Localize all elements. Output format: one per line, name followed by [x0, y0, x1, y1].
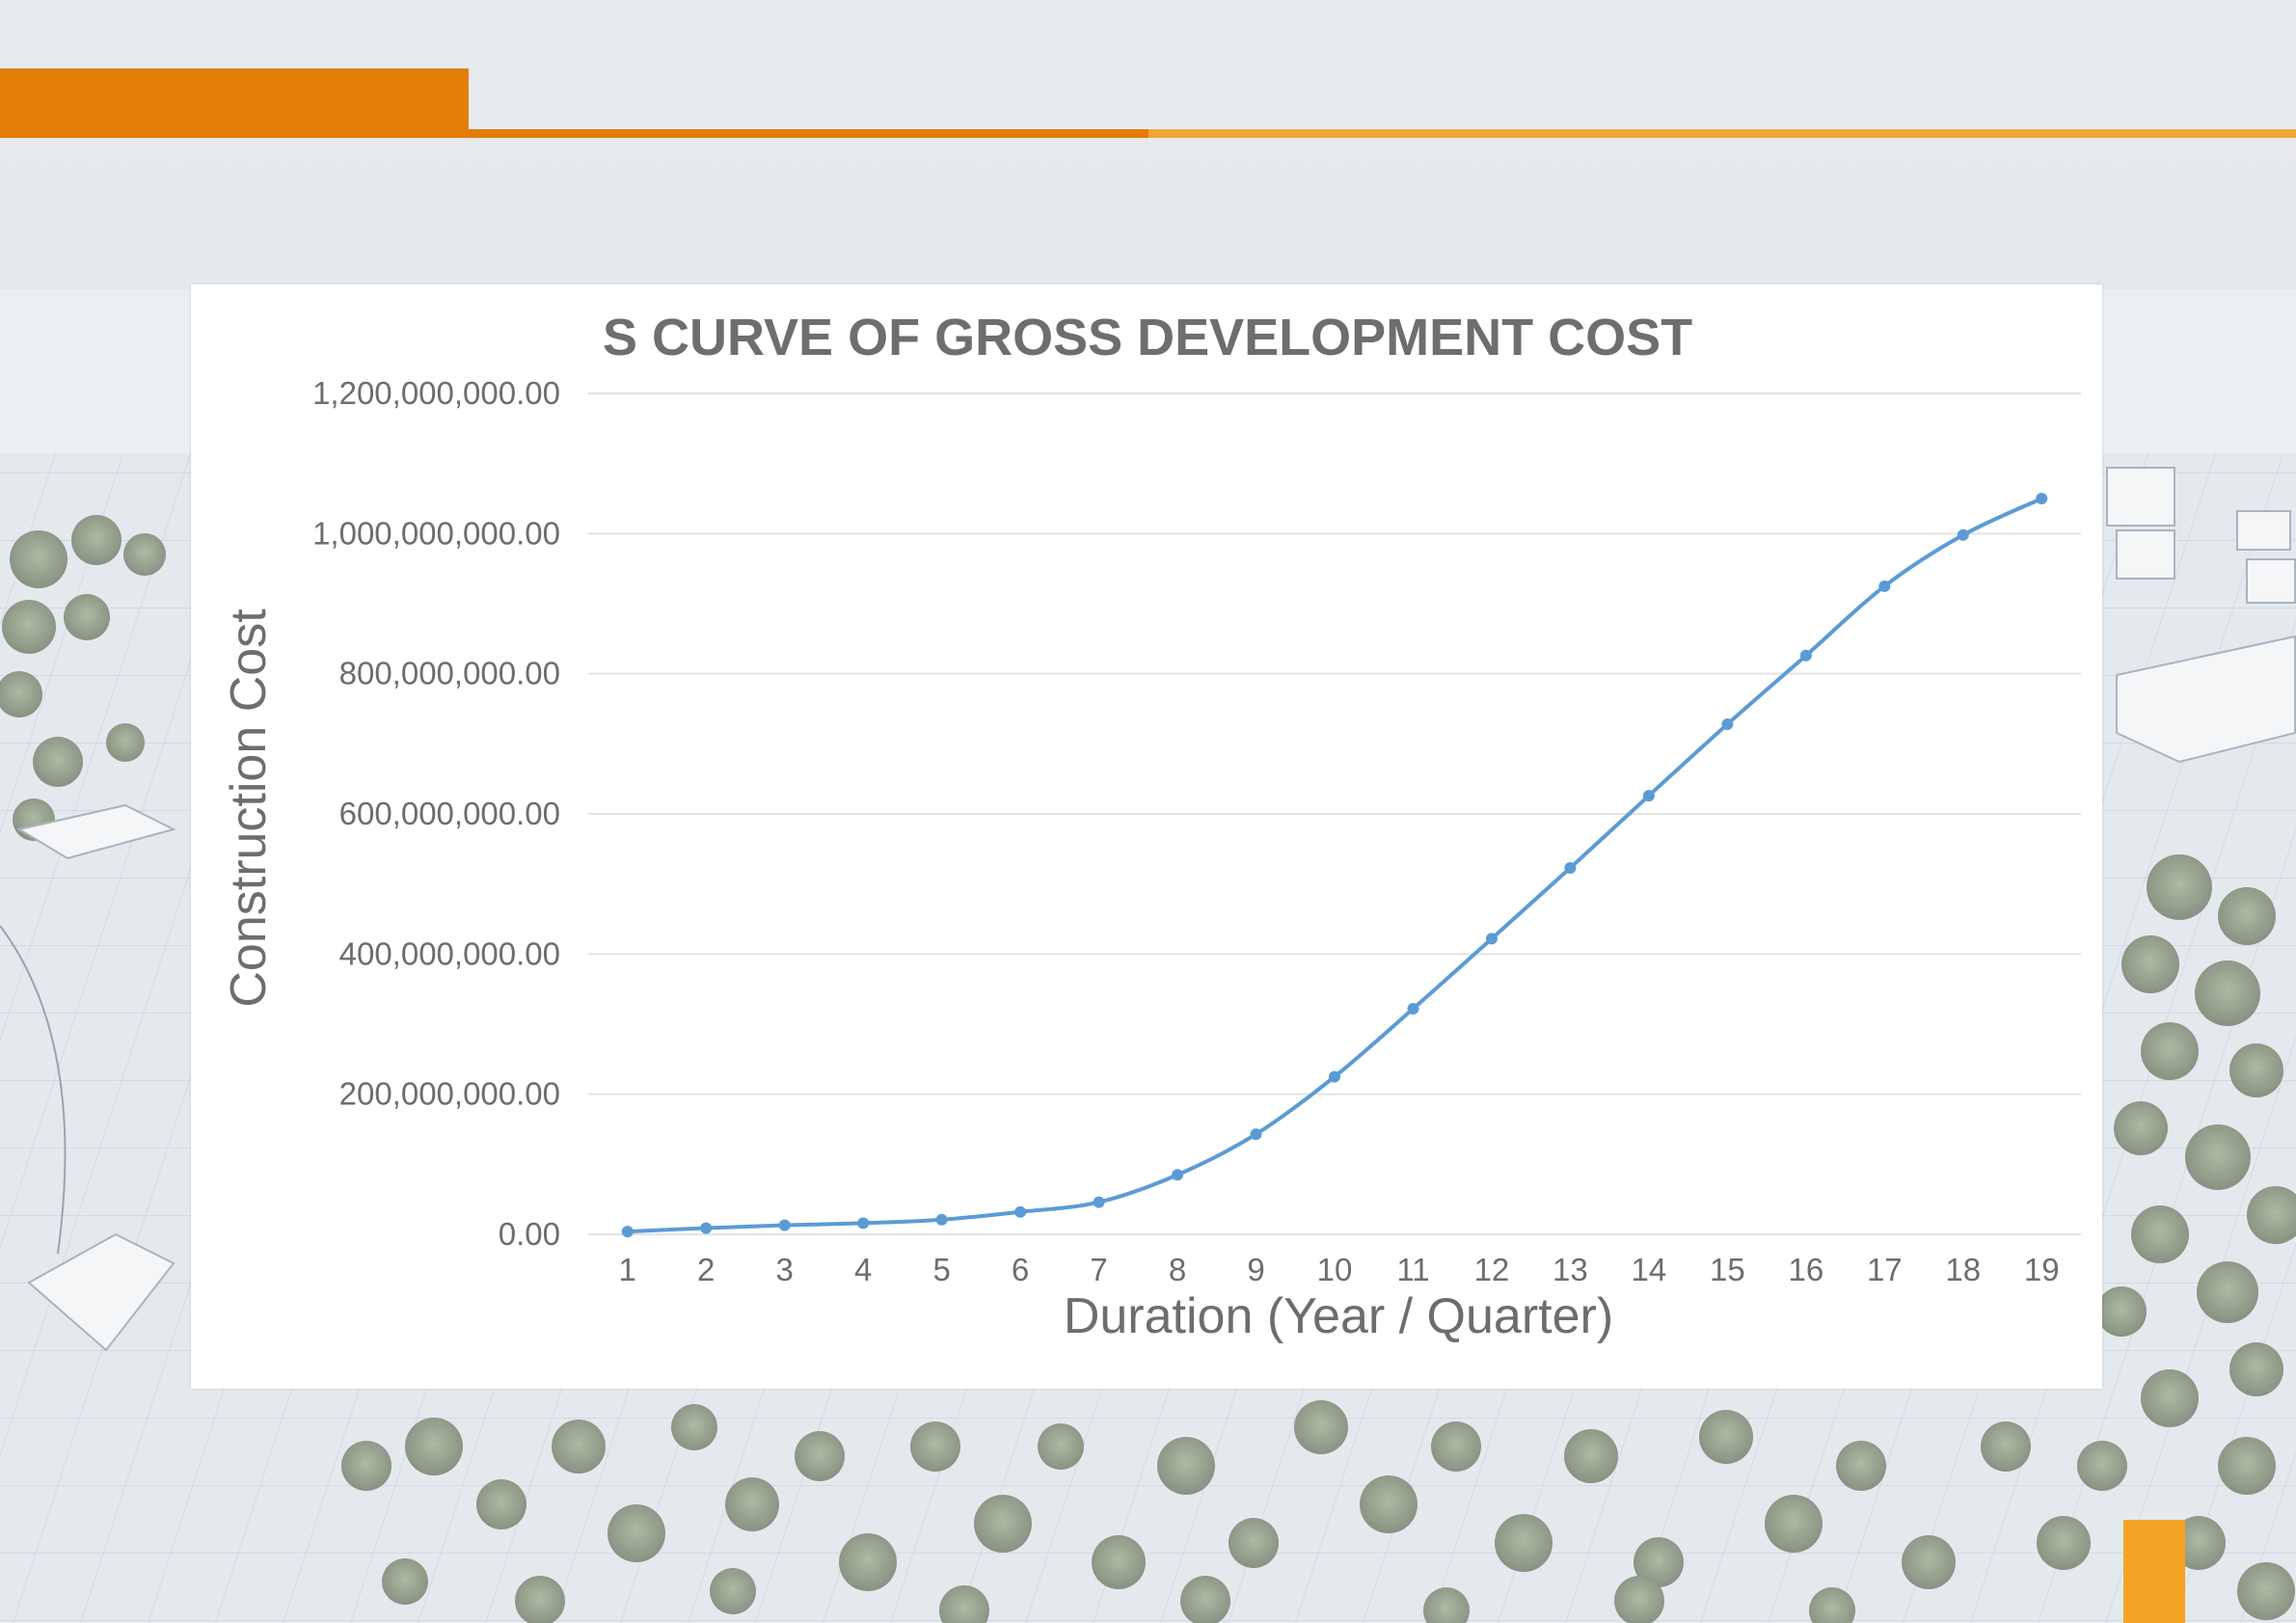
x-tick-label: 13 [1553, 1252, 1588, 1287]
data-point [700, 1222, 713, 1234]
page-background [0, 0, 2296, 289]
series-line [627, 497, 2043, 1234]
x-tick-label: 12 [1474, 1252, 1510, 1287]
gridlines [588, 392, 2081, 1235]
y-tick-label: 600,000,000.00 [339, 796, 560, 831]
data-point [1329, 1070, 1340, 1083]
data-point [935, 1213, 948, 1226]
data-point [1172, 1169, 1184, 1181]
y-tick-label: 1,200,000,000.00 [312, 375, 560, 411]
x-tick-label: 14 [1632, 1252, 1667, 1287]
y-tick-label: 800,000,000.00 [339, 656, 560, 691]
s-curve-chart: S CURVE OF GROSS DEVELOPMENT COST 0.0020… [221, 309, 2081, 1344]
x-tick-label: 19 [2024, 1252, 2060, 1287]
chart-card: S CURVE OF GROSS DEVELOPMENT COST 0.00 20… [191, 284, 2102, 1389]
y-tick-label: 1,000,000,000.00 [312, 515, 560, 551]
data-point [1721, 717, 1734, 730]
data-point [1957, 528, 1969, 541]
data-point [778, 1219, 791, 1231]
x-tick-label: 17 [1867, 1252, 1903, 1287]
data-point [1485, 933, 1498, 945]
x-tick-label: 1 [619, 1252, 636, 1287]
x-tick-labels: 1 2 3 4 5 6 7 8 9 10 11 12 13 14 15 16 17 18 19 [619, 1252, 2060, 1287]
x-tick-label: 18 [1945, 1252, 1981, 1287]
x-tick-label: 7 [1090, 1252, 1107, 1287]
x-tick-label: 11 [1396, 1252, 1429, 1287]
data-point [1878, 580, 1891, 592]
x-tick-label: 6 [1012, 1252, 1029, 1287]
x-tick-label: 3 [776, 1252, 794, 1287]
header-accent-line-dark [469, 129, 1148, 138]
header-accent-line-light [1148, 129, 2296, 138]
data-point [2036, 493, 2048, 504]
x-tick-label: 16 [1788, 1252, 1823, 1287]
x-tick-label: 9 [1247, 1252, 1264, 1287]
data-point [1564, 861, 1577, 874]
corner-accent-block [2123, 1520, 2185, 1623]
series-layer [621, 493, 2048, 1238]
x-tick-label: 10 [1317, 1252, 1353, 1287]
data-point [857, 1217, 870, 1230]
data-point [1799, 649, 1812, 662]
chart-title: S CURVE OF GROSS DEVELOPMENT COST [603, 309, 1692, 366]
x-tick-label: 15 [1710, 1252, 1745, 1287]
x-tick-label: 5 [932, 1252, 950, 1287]
data-point [1093, 1196, 1105, 1208]
x-tick-label: 2 [697, 1252, 715, 1287]
y-tick-labels: 0.00 200,000,000.00 400,000,000.00 600,000,… [312, 375, 560, 1252]
data-point [1642, 790, 1655, 802]
y-tick-label: 400,000,000.00 [339, 935, 560, 971]
data-point [1407, 1003, 1419, 1015]
data-point [621, 1226, 634, 1238]
data-point [1250, 1128, 1262, 1141]
header-accent-block [0, 68, 469, 138]
x-tick-label: 8 [1169, 1252, 1186, 1287]
y-axis-title: Construction Cost [221, 609, 277, 1008]
y-tick-label: 200,000,000.00 [339, 1076, 560, 1112]
data-point [1014, 1205, 1027, 1218]
y-tick-label: 0.00 [499, 1216, 560, 1252]
x-tick-label: 4 [854, 1252, 872, 1287]
x-axis-title: Duration (Year / Quarter) [1064, 1288, 1613, 1344]
